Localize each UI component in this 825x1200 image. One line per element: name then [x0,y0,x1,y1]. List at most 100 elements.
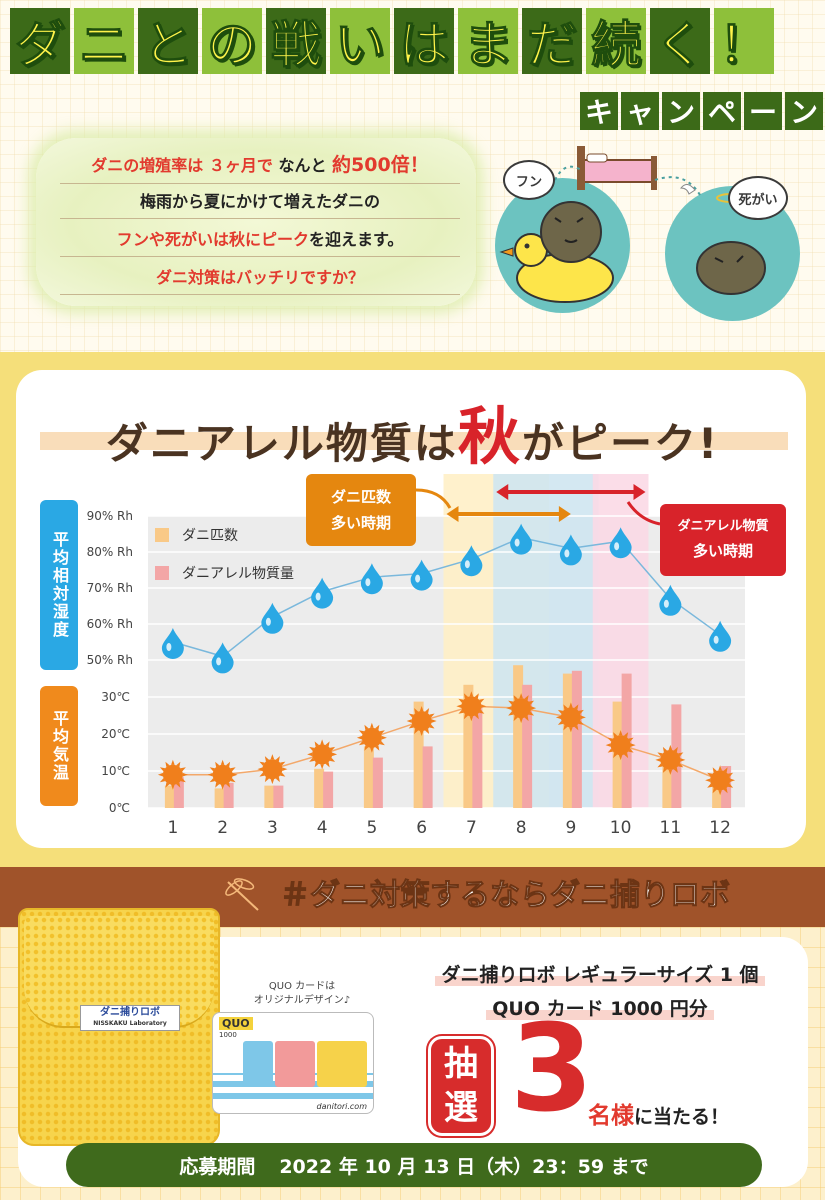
prize-line-1: ダニ捕りロボ レギュラーサイズ 1 個 [435,964,765,986]
chart-title-text: ダニアレル物質は [105,419,458,468]
chart-title-emphasis: 秋 [457,400,522,473]
water-drop-icon [510,523,533,555]
allergen-bar [372,757,383,808]
x-tick-month: 12 [709,818,731,838]
speech-bubble-carcass: 死がい [728,176,788,220]
title-underline [40,432,788,450]
lottery-char: 選 [444,1088,478,1128]
water-drop-icon [161,628,184,659]
intro-emphasis: フンや死がいは秋にピーク [116,230,309,249]
mite-count-bar [363,746,374,808]
intro-line-3: フンや死がいは秋にピークを迎えます。 [60,226,460,257]
y-tick-humidity: 60% Rh [87,617,133,631]
mite-count-bar [264,785,275,808]
allergen-bar [422,746,433,808]
water-drop-highlight [663,599,669,608]
mite-count-bar [513,665,524,808]
x-tick-month: 7 [466,818,477,838]
title-char: ダ [10,8,70,75]
sun-icon [307,739,338,770]
arrow-head [496,484,509,500]
y-tick-temp: 0℃ [109,801,130,815]
water-drop-icon [360,563,383,595]
arrow-head [633,484,646,500]
quo-url: danitori.com [316,1102,367,1111]
intro-line-1: ダニの増殖率は ３ヶ月で なんと 約500倍！ [60,150,460,184]
temperature-axis-label: 平均気温 [40,686,78,806]
y-tick-temp: 20℃ [101,727,130,741]
legend-swatch-mites [155,528,169,542]
prize-line-1-wrap: ダニ捕りロボ レギュラーサイズ 1 個 [400,960,800,987]
legend-label-allergen: ダニアレル物質量 [182,566,294,582]
mite-count-bar [314,768,325,808]
subtitle-char: ン [785,92,823,130]
water-drop-icon [211,642,234,674]
allergen-callout-line1: ダニアレル物質 [677,518,768,534]
sun-icon [506,693,537,724]
quo-note: QUO カードは オリジナルデザイン♪ [232,980,372,1008]
sun-icon [406,706,437,737]
mite-count-bar [214,788,225,808]
intro-text: なんと [278,156,327,175]
mite-count-bar [662,754,673,808]
mite-count-bar [562,673,573,808]
allergen-callout-pointer [626,501,661,526]
y-tick-temp: 10℃ [101,764,130,778]
mite-icon [540,201,602,263]
sun-icon [605,730,636,761]
intro-text: を迎えます。 [308,230,404,249]
humidity-axis-label: 平均相対湿度 [40,500,78,670]
water-drop-highlight [614,542,620,551]
lottery-badge: 抽 選 [428,1036,494,1136]
lottery-char: 抽 [444,1044,478,1084]
speech-bubble-feces: フン [503,160,555,200]
y-tick-humidity: 90% Rh [87,509,133,523]
water-drop-highlight [564,549,570,558]
arrow-head [446,506,459,522]
allergen-bar [323,771,334,808]
x-tick-month: 10 [610,818,632,838]
allergen-callout-box [660,504,786,576]
subtitle-char: ン [662,92,700,130]
subtitle-char: ャ [621,92,659,130]
mite-count-bar [612,701,623,808]
subtitle-char: ペ [703,92,741,130]
sun-icon [356,722,387,753]
allergen-bar [223,782,234,808]
quo-note-line: QUO カードは [268,981,336,992]
sun-icon [157,759,188,790]
allergen-bar [472,704,483,808]
intro-text: ダニの増殖率は [91,156,204,175]
campaign-subtitle: キャンペーン [580,92,823,130]
mites-callout-line2: 多い時期 [331,514,391,532]
chart-title: ダニアレル物質は秋がピーク! [30,386,795,476]
y-tick-humidity: 50% Rh [87,653,133,667]
mites-callout-box [306,474,416,546]
water-drop-icon [559,534,582,566]
intro-box [36,138,476,306]
x-tick-month: 8 [516,818,527,838]
subtitle-char: ー [744,92,782,130]
x-tick-month: 1 [167,818,178,838]
title-char: ま [458,8,518,75]
quo-note-line: オリジナルデザイン♪ [253,995,351,1006]
x-tick-month: 2 [217,818,228,838]
mites-callout-line1: ダニ匹数 [331,488,392,506]
water-drop-highlight [514,538,520,547]
legend-label-mites: ダニ匹数 [182,528,238,544]
mite-allergen-chart: 90% Rh 80% Rh 70% Rh 60% Rh 50% Rh 30℃ 20℃ 10℃ 0… [87,474,786,838]
y-tick-humidity: 80% Rh [87,545,133,559]
x-tick-month: 5 [366,818,377,838]
intro-text: ３ヶ月で [208,156,273,175]
water-drop-highlight [464,560,470,569]
quo-logo: QUO [219,1017,253,1030]
product-tag: ダニ捕りロボ NISSKAKU Laboratory [80,1005,180,1031]
water-drop-icon [460,545,483,577]
title-char: く [650,8,710,75]
chart-title-text: がピーク! [521,419,720,468]
mite-count-bar [463,684,474,808]
bed-icon [577,146,657,190]
period-value: 2022 年 10 月 13 日（木）23：59 まで [279,1155,649,1178]
intro-line-4: ダニ対策はバッチリですか？ [60,264,460,295]
water-drop-highlight [365,578,371,587]
